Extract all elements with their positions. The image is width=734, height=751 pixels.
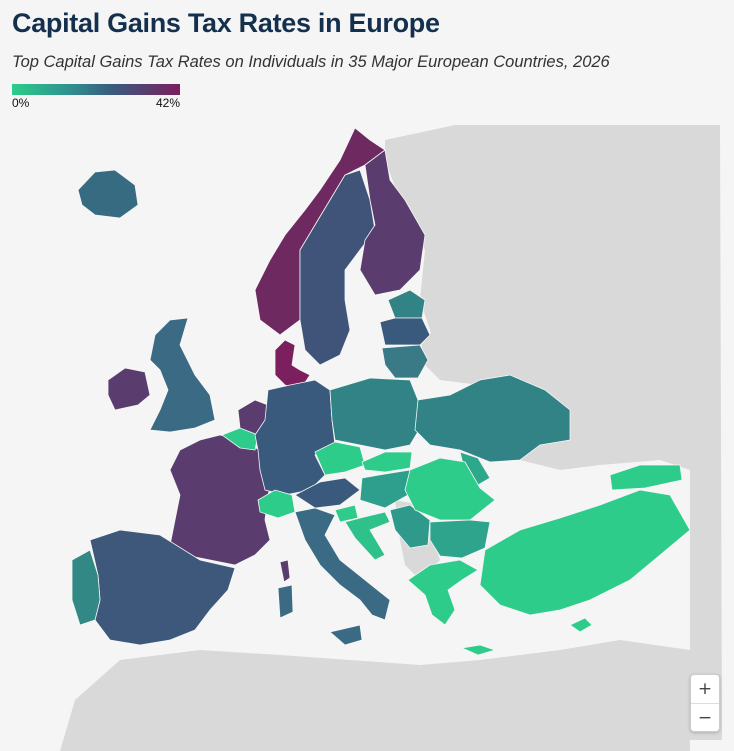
country-latvia[interactable] (379, 317, 431, 346)
country-slovenia[interactable] (334, 504, 359, 523)
country-sweden[interactable] (299, 169, 376, 366)
page-title: Capital Gains Tax Rates in Europe (12, 8, 440, 38)
country-germany[interactable] (254, 379, 336, 496)
zoom-in-button[interactable]: + (691, 675, 719, 703)
country-bulgaria[interactable] (429, 519, 491, 559)
page-subtitle: Top Capital Gains Tax Rates on Individua… (12, 53, 610, 71)
country-serbia-region[interactable] (389, 504, 431, 549)
legend-min-label: 0% (12, 96, 30, 110)
country-sardinia[interactable] (277, 584, 294, 619)
country-crete[interactable] (460, 644, 497, 656)
country-ireland[interactable] (107, 367, 151, 411)
region-north-africa (60, 640, 690, 751)
country-lithuania[interactable] (381, 344, 429, 379)
country-croatia[interactable] (344, 511, 391, 561)
country-poland[interactable] (329, 377, 423, 451)
country-slovakia[interactable] (361, 451, 413, 473)
country-estonia[interactable] (387, 289, 426, 319)
country-denmark[interactable] (274, 339, 311, 391)
country-greece[interactable] (407, 559, 479, 626)
country-iceland[interactable] (77, 169, 139, 219)
region-belarus (420, 330, 490, 385)
country-turkey-black-sea-coast[interactable] (609, 464, 683, 491)
country-portugal[interactable] (71, 549, 101, 626)
legend-max-label: 42% (155, 96, 180, 110)
zoom-out-button[interactable]: − (691, 703, 719, 731)
country-romania[interactable] (404, 457, 496, 521)
color-legend: 0% 42% (12, 84, 180, 110)
country-ukraine-region[interactable] (414, 374, 571, 463)
country-united-kingdom[interactable] (149, 317, 216, 433)
europe-map[interactable] (0, 118, 734, 751)
country-turkey[interactable] (479, 489, 691, 616)
country-finland[interactable] (359, 149, 426, 296)
country-cyprus[interactable] (569, 617, 593, 633)
zoom-controls: + − (690, 674, 720, 732)
country-sicily[interactable] (329, 624, 363, 646)
country-italy[interactable] (294, 507, 391, 621)
legend-gradient-bar (12, 84, 180, 95)
country-corsica[interactable] (279, 559, 291, 583)
